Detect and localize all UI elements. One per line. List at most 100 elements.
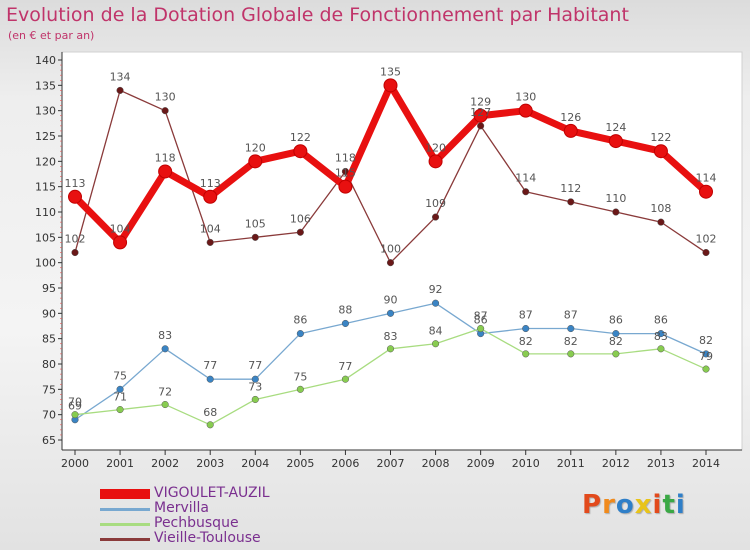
- data-point: [203, 189, 218, 204]
- data-label: 77: [248, 359, 262, 372]
- data-point: [116, 86, 124, 94]
- data-point: [251, 375, 259, 383]
- data-label: 122: [290, 131, 311, 144]
- legend-item: Vieille-Toulouse: [100, 531, 360, 546]
- data-point: [341, 375, 349, 383]
- data-label: 73: [248, 380, 262, 393]
- data-point: [657, 330, 665, 338]
- data-label: 126: [560, 111, 581, 124]
- data-point: [341, 319, 349, 328]
- data-point: [206, 238, 214, 246]
- data-label: 82: [519, 335, 533, 348]
- x-tick-label: 2001: [106, 457, 134, 470]
- data-point: [702, 350, 710, 358]
- data-label: 79: [699, 350, 713, 363]
- x-tick-label: 2002: [151, 457, 179, 470]
- data-point: [522, 324, 530, 333]
- data-label: 104: [200, 222, 221, 235]
- data-label: 130: [155, 91, 176, 104]
- proxiti-logo: Proxiti: [582, 490, 686, 520]
- data-label: 113: [65, 177, 86, 190]
- data-label: 114: [515, 172, 536, 185]
- data-point: [296, 330, 304, 338]
- data-label: 120: [425, 141, 446, 154]
- data-label: 108: [650, 202, 671, 215]
- data-point: [612, 350, 620, 358]
- y-tick-label: 110: [35, 206, 56, 219]
- data-label: 129: [470, 96, 491, 109]
- y-tick-label: 85: [42, 333, 56, 346]
- data-point: [71, 248, 79, 257]
- data-label: 83: [384, 330, 398, 343]
- data-label: 77: [203, 359, 217, 372]
- data-label: 100: [380, 243, 401, 256]
- data-point: [161, 107, 169, 115]
- data-point: [612, 330, 620, 338]
- data-point: [383, 78, 398, 93]
- data-point: [113, 235, 128, 250]
- data-label: 115: [335, 167, 356, 180]
- data-label: 82: [609, 335, 623, 348]
- data-label: 106: [290, 212, 311, 225]
- data-label: 130: [515, 91, 536, 104]
- data-point: [608, 134, 623, 149]
- data-point: [251, 395, 259, 404]
- y-tick-label: 95: [42, 282, 56, 295]
- data-label: 134: [110, 70, 131, 83]
- data-label: 77: [338, 360, 352, 373]
- x-tick-label: 2014: [692, 457, 720, 470]
- chart-title: Evolution de la Dotation Globale de Fonc…: [6, 4, 629, 26]
- data-point: [296, 385, 304, 393]
- legend-item: VIGOULET-AUZIL: [100, 486, 360, 501]
- x-tick-label: 2004: [241, 457, 269, 470]
- y-tick-label: 90: [42, 307, 56, 320]
- x-tick-label: 2007: [377, 457, 405, 470]
- legend-swatch: [100, 489, 150, 499]
- data-label: 87: [474, 310, 488, 323]
- data-label: 82: [564, 335, 578, 348]
- y-tick-label: 105: [35, 231, 56, 244]
- data-label: 118: [155, 151, 176, 164]
- data-point: [473, 108, 488, 123]
- data-label: 113: [200, 177, 221, 190]
- data-point: [702, 365, 710, 373]
- data-point: [567, 350, 575, 358]
- data-point: [699, 184, 713, 199]
- y-tick-label: 70: [42, 409, 56, 422]
- x-tick-label: 2009: [467, 457, 495, 470]
- data-point: [158, 164, 173, 179]
- x-tick-label: 2000: [61, 457, 89, 470]
- data-point: [161, 345, 169, 353]
- data-point: [567, 324, 575, 333]
- y-tick-label: 130: [35, 105, 56, 118]
- data-label: 135: [380, 65, 401, 78]
- y-tick-label: 125: [35, 130, 56, 143]
- data-point: [161, 400, 169, 409]
- data-label: 124: [605, 121, 626, 134]
- data-label: 70: [68, 396, 82, 409]
- data-point: [702, 248, 710, 257]
- data-point: [296, 228, 304, 236]
- data-label: 105: [245, 217, 266, 230]
- data-point: [116, 385, 124, 393]
- data-label: 75: [293, 370, 307, 383]
- y-tick-label: 135: [35, 79, 56, 92]
- data-label: 118: [335, 151, 356, 164]
- data-point: [653, 144, 668, 159]
- data-label: 102: [65, 233, 86, 246]
- data-label: 87: [519, 309, 533, 322]
- data-label: 75: [113, 369, 127, 382]
- data-point: [206, 421, 214, 429]
- data-point: [386, 345, 395, 353]
- y-tick-label: 115: [35, 181, 56, 194]
- data-label: 86: [293, 314, 307, 327]
- data-point: [116, 406, 124, 414]
- data-label: 92: [429, 283, 443, 296]
- data-point: [432, 299, 440, 307]
- data-label: 90: [384, 293, 398, 306]
- x-tick-label: 2008: [422, 457, 450, 470]
- data-label: 83: [158, 329, 172, 342]
- data-point: [248, 154, 263, 169]
- data-label: 109: [425, 197, 446, 210]
